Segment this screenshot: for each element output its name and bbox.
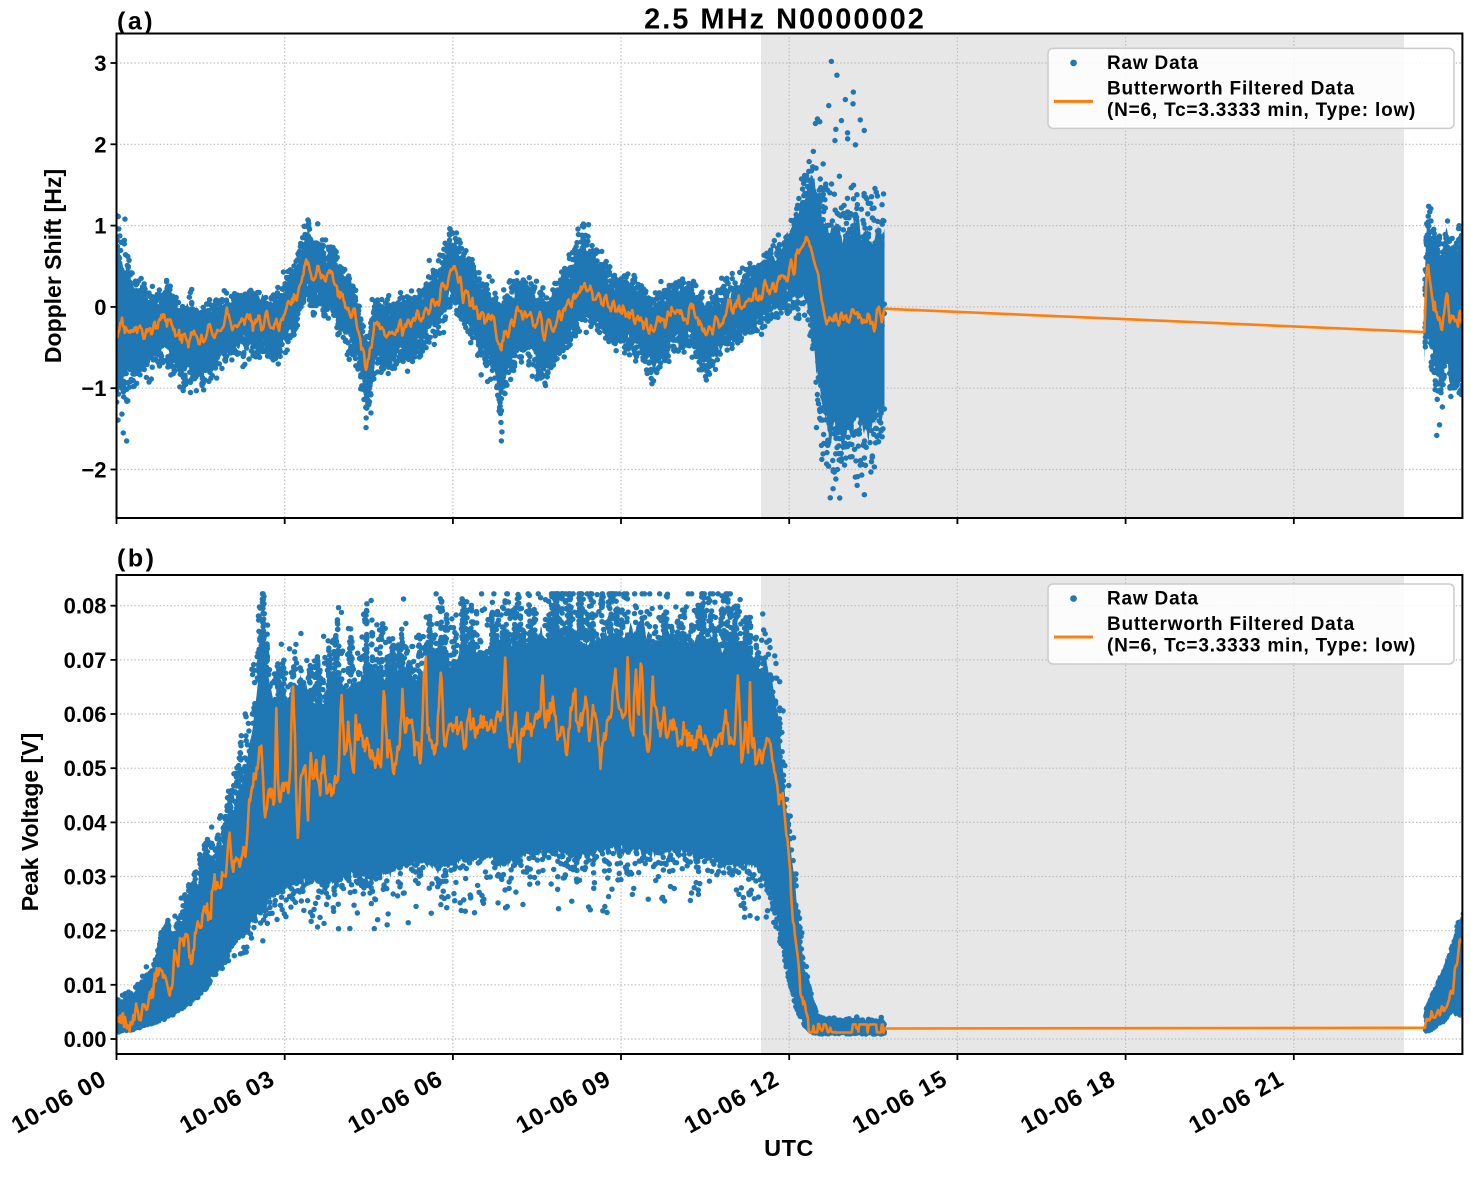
svg-text:−2: −2 [81,458,106,483]
svg-text:−1: −1 [81,376,106,401]
svg-text:Doppler Shift [Hz]: Doppler Shift [Hz] [40,169,66,363]
svg-text:(N=6, Tc=3.3333 min, Type: low: (N=6, Tc=3.3333 min, Type: low) [1107,100,1416,121]
svg-text:0.07: 0.07 [64,648,107,673]
svg-text:0.04: 0.04 [64,810,108,835]
svg-text:0.01: 0.01 [64,973,107,998]
svg-text:Peak Voltage [V]: Peak Voltage [V] [17,733,43,912]
svg-text:0.00: 0.00 [64,1027,107,1052]
svg-text:0.06: 0.06 [64,702,107,727]
svg-text:Butterworth Filtered Data: Butterworth Filtered Data [1107,78,1355,99]
svg-text:1: 1 [94,214,106,239]
svg-text:2: 2 [94,132,106,157]
svg-text:(N=6, Tc=3.3333 min, Type: low: (N=6, Tc=3.3333 min, Type: low) [1107,636,1416,657]
svg-text:2.5 MHz N0000002: 2.5 MHz N0000002 [644,4,926,36]
svg-text:0.05: 0.05 [64,756,107,781]
svg-text:UTC: UTC [764,1135,814,1161]
svg-text:Raw Data: Raw Data [1107,589,1199,610]
svg-text:(a): (a) [117,8,155,36]
svg-text:3: 3 [94,51,106,76]
svg-text:0.02: 0.02 [64,919,107,944]
svg-text:0.08: 0.08 [64,594,107,619]
svg-text:(b): (b) [117,545,156,573]
svg-text:Raw Data: Raw Data [1107,53,1199,74]
svg-text:Butterworth Filtered Data: Butterworth Filtered Data [1107,614,1355,635]
svg-text:0: 0 [94,295,106,320]
svg-text:0.03: 0.03 [64,865,107,890]
